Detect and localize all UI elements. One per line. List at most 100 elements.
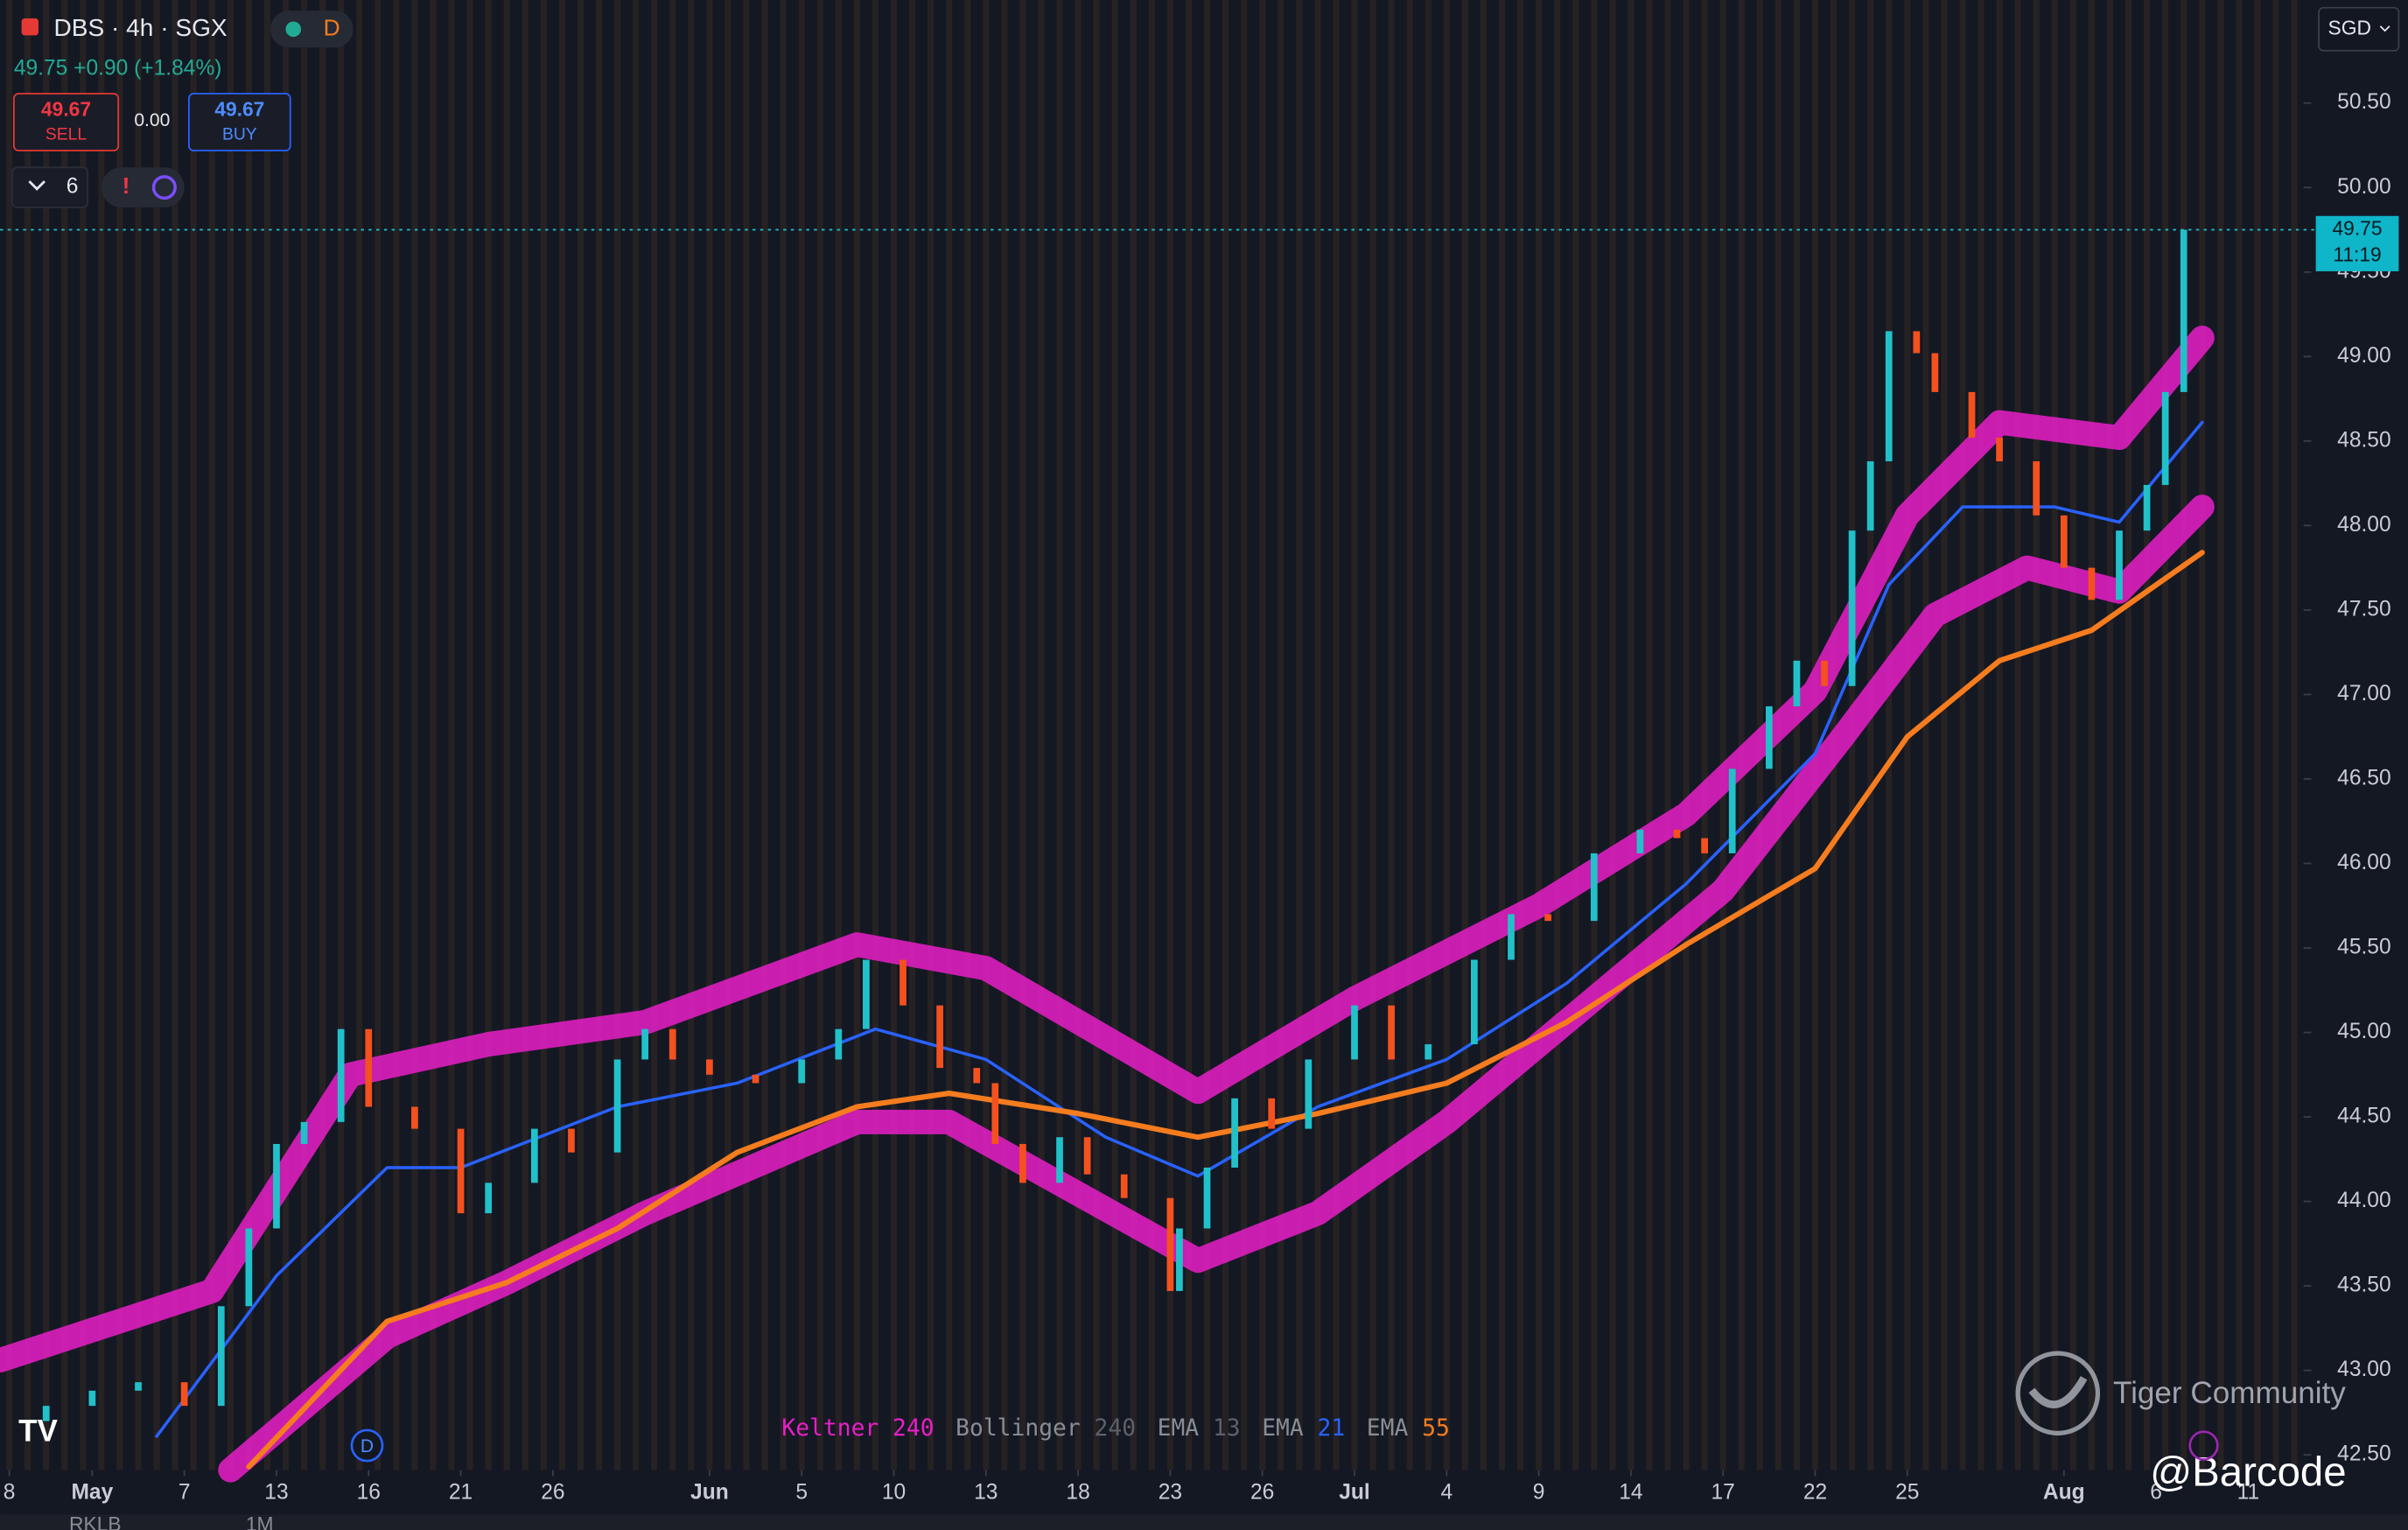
session-stripe bbox=[743, 0, 750, 1470]
y-tick-label: 50.50 bbox=[2337, 90, 2390, 114]
countdown: 11:19 bbox=[2333, 242, 2381, 265]
session-stripe bbox=[1886, 0, 1893, 1470]
legend-name: Bollinger bbox=[956, 1415, 1081, 1442]
y-tick-label: 49.00 bbox=[2337, 344, 2390, 368]
indicator-legend: Keltner 240 Bollinger 240 EMA 13 EMA 21 EMA 55 bbox=[781, 1415, 1449, 1442]
session-stripe bbox=[245, 0, 252, 1470]
candle-body bbox=[1351, 1005, 1358, 1060]
buy-label: BUY bbox=[222, 126, 257, 144]
session-stripe bbox=[706, 0, 713, 1470]
legend-name: EMA bbox=[1158, 1415, 1200, 1442]
candle-body bbox=[568, 1128, 575, 1153]
x-tick-label: 6 bbox=[2150, 1480, 2162, 1504]
event-marker[interactable] bbox=[2188, 1430, 2219, 1461]
x-tick-label: 17 bbox=[1712, 1480, 1735, 1504]
alerts-pill[interactable] bbox=[101, 167, 185, 207]
candle-body bbox=[991, 1083, 999, 1144]
y-tick-label: 46.00 bbox=[2337, 851, 2390, 874]
x-tick-label: 13 bbox=[974, 1480, 998, 1504]
candle-body bbox=[1765, 705, 1773, 769]
candle-body bbox=[1544, 914, 1551, 922]
session-stripe bbox=[2272, 0, 2279, 1470]
session-stripe bbox=[1480, 0, 1487, 1470]
session-stripe bbox=[1536, 0, 1543, 1470]
x-tick-label: Jun bbox=[690, 1480, 729, 1504]
session-stripe bbox=[2033, 0, 2040, 1470]
session-stripe bbox=[301, 0, 308, 1470]
x-tick-label: 23 bbox=[1158, 1480, 1182, 1504]
candle-body bbox=[1885, 331, 1893, 462]
session-stripe bbox=[1074, 0, 1082, 1470]
legend-period: 240 bbox=[1095, 1415, 1137, 1442]
candle-body bbox=[245, 1228, 253, 1307]
candle-body bbox=[613, 1059, 621, 1153]
dividend-marker[interactable] bbox=[350, 1428, 384, 1463]
quote: 49.75 +0.90 (+1.84%) bbox=[14, 56, 222, 80]
sell-button[interactable] bbox=[12, 93, 120, 151]
watermark: Tiger Community bbox=[2113, 1376, 2346, 1410]
session-stripes bbox=[6, 0, 2298, 1470]
session-stripe bbox=[2144, 0, 2151, 1470]
x-tick-label: Jul bbox=[1339, 1480, 1369, 1504]
y-tick-label: 48.00 bbox=[2337, 513, 2390, 537]
candle-body bbox=[300, 1121, 308, 1144]
currency: SGD bbox=[2328, 16, 2371, 39]
session-stripe bbox=[1259, 0, 1266, 1470]
candle-body bbox=[641, 1028, 649, 1060]
y-tick-label: 42.50 bbox=[2337, 1442, 2390, 1466]
candle-body bbox=[1083, 1137, 1091, 1175]
buy-button[interactable] bbox=[188, 93, 291, 151]
candle-body bbox=[1793, 660, 1801, 706]
session-stripe bbox=[2180, 0, 2188, 1470]
session-stripe bbox=[928, 0, 934, 1470]
session-stripe bbox=[853, 0, 860, 1470]
chevron bbox=[2379, 25, 2390, 32]
candle-body bbox=[88, 1390, 96, 1407]
session-stripe bbox=[1351, 0, 1358, 1470]
session-stripe bbox=[522, 0, 528, 1470]
session-stripe bbox=[558, 0, 565, 1470]
x-tick-label: 16 bbox=[357, 1480, 381, 1504]
status-pill bbox=[270, 11, 354, 48]
candle-body bbox=[1931, 353, 1939, 392]
keltner-upper bbox=[0, 326, 2215, 1373]
currency-select[interactable] bbox=[2318, 6, 2400, 52]
candle-body bbox=[2180, 229, 2188, 392]
sell-label: SELL bbox=[46, 126, 87, 144]
indicator-toggle[interactable] bbox=[11, 166, 88, 208]
symbol[interactable]: DBS · 4h · SGX bbox=[53, 14, 227, 41]
session-stripe bbox=[2199, 0, 2206, 1470]
session-stripe bbox=[2217, 0, 2224, 1470]
y-tick-label: 45.50 bbox=[2337, 936, 2390, 959]
x-tick-label: 9 bbox=[1533, 1480, 1545, 1504]
session-stripe bbox=[2069, 0, 2076, 1470]
session-stripe bbox=[577, 0, 584, 1470]
session-stripe bbox=[872, 0, 878, 1470]
candle-body bbox=[485, 1183, 493, 1214]
session-stripe bbox=[1111, 0, 1118, 1470]
session-stripe bbox=[503, 0, 510, 1470]
legend-period: 55 bbox=[1422, 1415, 1450, 1442]
session-stripe bbox=[24, 0, 32, 1470]
session-stripe bbox=[80, 0, 87, 1470]
candle-body bbox=[217, 1306, 225, 1407]
last-price-box bbox=[2315, 215, 2399, 271]
ema-line bbox=[246, 550, 2205, 1470]
session-stripe bbox=[1646, 0, 1653, 1470]
y-tick-label: 43.50 bbox=[2337, 1274, 2390, 1297]
session-stripe bbox=[633, 0, 640, 1470]
bottom-tab[interactable]: RKLB bbox=[69, 1512, 122, 1530]
legend-name: EMA bbox=[1262, 1415, 1304, 1442]
candle-body bbox=[2060, 515, 2068, 568]
session-stripe bbox=[430, 0, 437, 1470]
x-tick-label: 25 bbox=[1895, 1480, 1919, 1504]
session-stripe bbox=[1701, 0, 1708, 1470]
spread: 0.00 bbox=[134, 110, 170, 130]
session-stripe bbox=[227, 0, 234, 1470]
session-stripe bbox=[43, 0, 50, 1470]
session-stripe bbox=[2014, 0, 2021, 1470]
x-tick-label: 13 bbox=[264, 1480, 288, 1504]
session-stripe bbox=[98, 0, 105, 1470]
bottom-tab[interactable]: 1M bbox=[246, 1512, 274, 1530]
status-dot bbox=[285, 21, 302, 38]
